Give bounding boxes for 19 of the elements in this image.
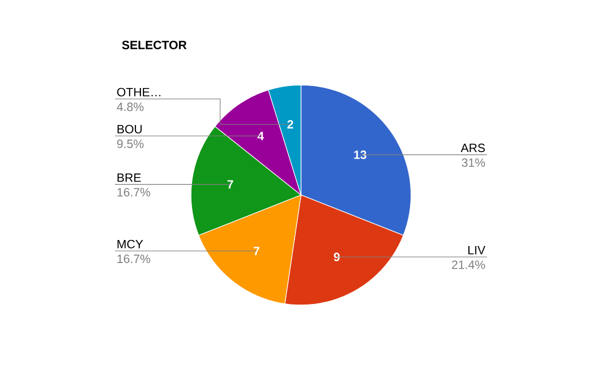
text: 4 [258,132,264,140]
data-label: 21.4% [452,260,485,269]
data-label: 31% [462,158,485,167]
data-label: 9.5% [117,140,144,148]
data-label: 16.7% [118,188,150,196]
slice-label: MCY [118,240,143,248]
text: 7 [227,180,234,189]
text: 9 [334,252,340,262]
text: 13 [354,150,366,159]
data-label: 4.8% [116,102,144,112]
slice-label: BOU [118,124,142,134]
slice-label: ARS [460,144,485,152]
chart-title: SELECTOR [122,40,187,50]
slice-label: LIV [468,246,486,254]
text: 2 [287,120,294,128]
text: 7 [254,246,260,256]
slice-label: BRE [118,174,141,182]
data-label: 16.7% [118,254,150,264]
slice-label: OTHE… [117,88,160,96]
